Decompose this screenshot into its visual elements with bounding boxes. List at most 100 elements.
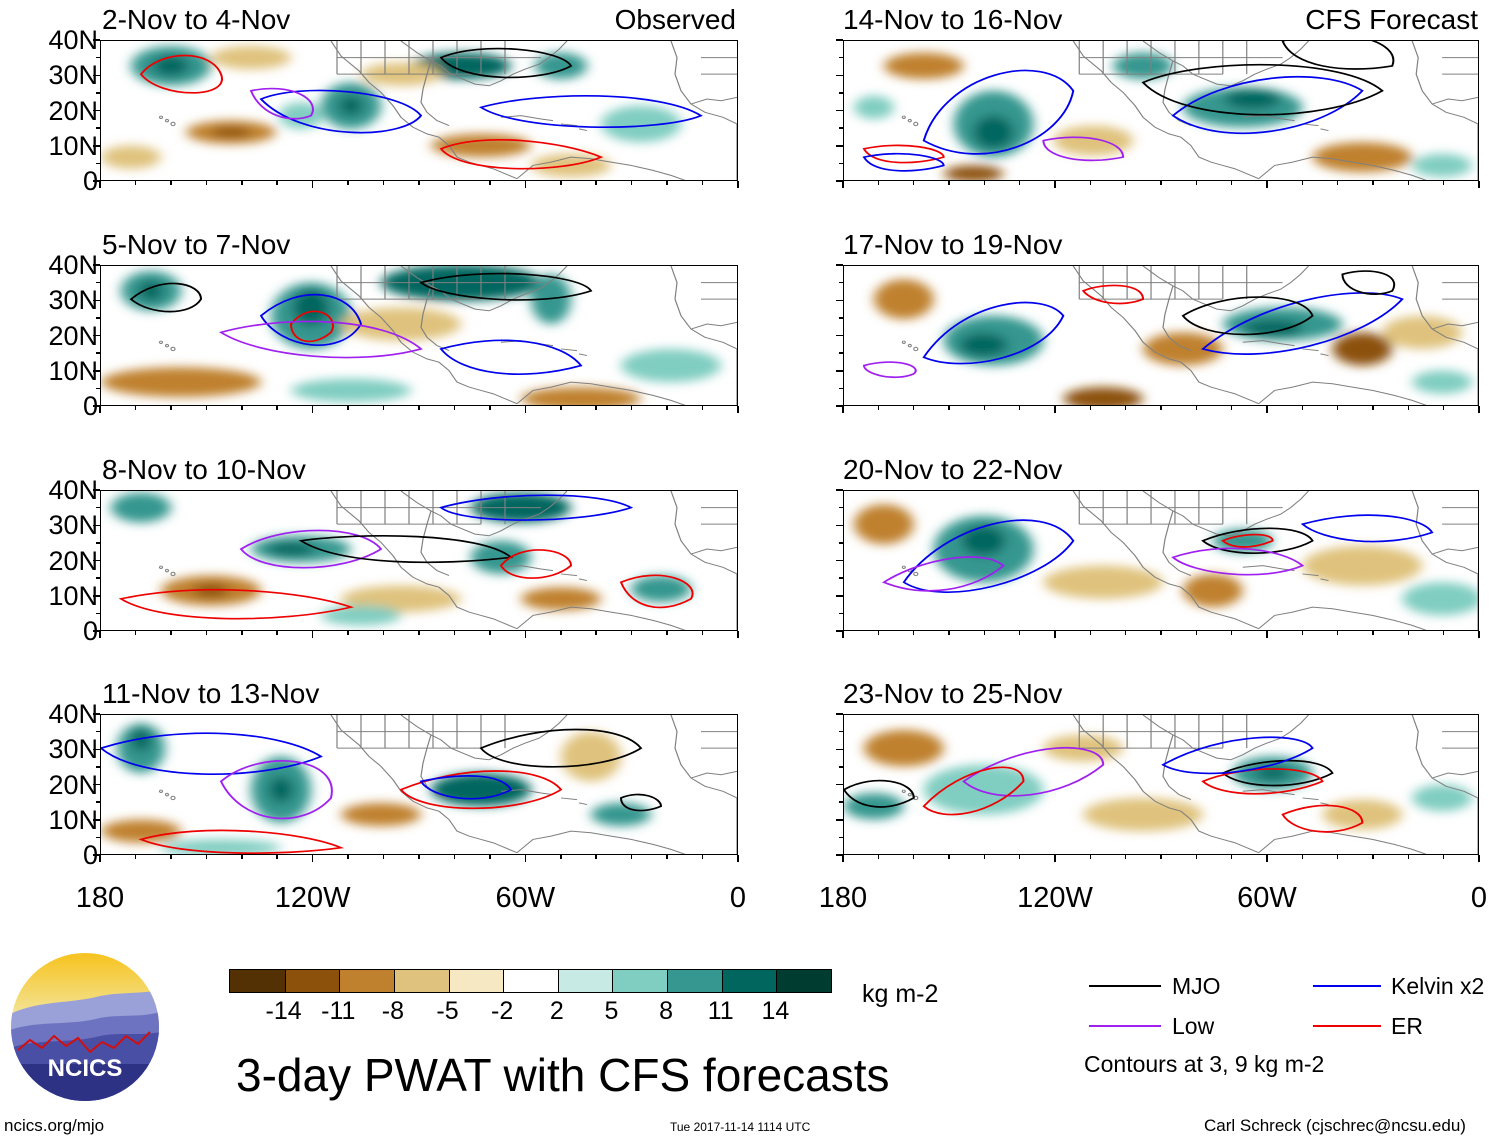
legend-label-kelvin: Kelvin x2 xyxy=(1391,973,1485,999)
lon-tick xyxy=(701,181,704,185)
colorbar-cell xyxy=(339,970,394,992)
lon-tick xyxy=(99,181,101,188)
colorbar-tick-label: -8 xyxy=(381,997,405,1025)
lat-tick xyxy=(839,56,843,59)
lat-tick xyxy=(96,766,100,768)
lat-tick xyxy=(93,334,100,337)
lat-tick xyxy=(96,317,100,319)
lon-tick xyxy=(241,406,243,410)
lat-label: 40N xyxy=(48,250,98,280)
lon-tick xyxy=(134,406,137,410)
lat-tick xyxy=(96,730,100,733)
lat-tick xyxy=(839,801,843,803)
colorbar-cell xyxy=(667,970,722,992)
map-panel-3 xyxy=(100,490,738,631)
lon-tick xyxy=(1442,631,1445,635)
lon-tick xyxy=(630,855,633,859)
lon-tick xyxy=(1230,406,1233,410)
lon-tick xyxy=(276,631,278,635)
lat-tick xyxy=(839,127,843,129)
panel-title-5: 14-Nov to 16-Nov xyxy=(843,4,1063,35)
lon-tick xyxy=(1230,181,1233,185)
lon-tick xyxy=(1195,855,1198,859)
lat-label: 0 xyxy=(82,840,98,870)
lon-tick xyxy=(842,855,844,862)
lat-label: 30N xyxy=(48,734,98,765)
lon-tick xyxy=(1195,406,1198,410)
lon-tick xyxy=(1124,855,1127,859)
lon-tick xyxy=(877,855,880,859)
lon-tick xyxy=(1478,181,1480,188)
lon-tick xyxy=(737,631,739,638)
lat-tick xyxy=(836,405,843,407)
colorbar-cell xyxy=(503,970,558,992)
lon-tick xyxy=(948,406,950,410)
lon-tick xyxy=(1301,181,1304,185)
lat-label: 0 xyxy=(82,166,98,196)
lon-tick xyxy=(1266,631,1268,638)
lon-tick xyxy=(99,406,101,413)
panel-title-2: 5-Nov to 7-Nov xyxy=(102,229,291,260)
lon-tick xyxy=(347,181,349,185)
panel-title-1: 2-Nov to 4-Nov xyxy=(102,4,291,35)
footer-site: ncics.org/mjo xyxy=(4,1116,105,1135)
lat-tick xyxy=(93,783,100,786)
lat-tick xyxy=(839,836,843,839)
lon-label: 180 xyxy=(818,882,868,914)
lon-tick xyxy=(276,181,278,185)
lon-tick xyxy=(382,855,385,859)
lat-tick xyxy=(96,56,100,59)
lat-tick xyxy=(839,92,843,94)
lon-tick xyxy=(418,855,420,859)
lat-tick xyxy=(836,783,843,786)
map-panel-2 xyxy=(100,265,738,406)
lat-tick xyxy=(836,559,843,562)
lon-tick xyxy=(912,181,915,185)
lat-tick xyxy=(93,489,100,491)
legend-line-low xyxy=(1089,1025,1161,1027)
lon-tick xyxy=(701,406,704,410)
lon-tick xyxy=(842,181,844,188)
lat-label: 30N xyxy=(48,510,98,541)
lon-tick xyxy=(170,855,172,859)
lat-tick xyxy=(93,145,100,147)
lon-tick xyxy=(983,181,986,185)
lon-tick xyxy=(524,406,527,413)
legend-line-er xyxy=(1313,1025,1381,1027)
lat-tick xyxy=(836,74,843,76)
lat-label: 10N xyxy=(48,130,98,161)
lon-tick xyxy=(418,631,420,635)
lon-tick xyxy=(948,631,950,635)
lon-tick xyxy=(595,181,597,185)
lat-tick xyxy=(96,506,100,509)
lat-tick xyxy=(93,748,100,750)
ncics-logo: NCICS xyxy=(10,952,160,1102)
lat-tick xyxy=(93,819,100,821)
lon-tick xyxy=(1301,631,1304,635)
panel-title-3: 8-Nov to 10-Nov xyxy=(102,454,306,485)
map-panel-5 xyxy=(843,40,1479,181)
lat-label: 20N xyxy=(48,545,98,576)
lon-tick xyxy=(1230,631,1233,635)
lon-tick xyxy=(1407,406,1410,410)
colorbar-cell xyxy=(612,970,668,992)
lon-tick xyxy=(1195,631,1198,635)
lon-tick xyxy=(170,181,172,185)
lat-tick xyxy=(836,489,843,491)
lon-tick xyxy=(1018,855,1021,859)
lon-tick xyxy=(983,631,986,635)
panel-title-7: 20-Nov to 22-Nov xyxy=(843,454,1063,485)
lat-tick xyxy=(93,180,100,182)
lat-tick xyxy=(93,595,100,597)
lon-tick xyxy=(382,181,385,185)
lon-tick xyxy=(311,181,314,188)
lat-tick xyxy=(96,577,100,579)
lon-tick xyxy=(737,406,739,413)
lon-tick xyxy=(99,855,101,862)
lon-tick xyxy=(948,855,950,859)
lon-tick xyxy=(134,631,137,635)
lat-label: 40N xyxy=(48,699,98,729)
colorbar-cell xyxy=(393,970,449,992)
colorbar-cell xyxy=(284,970,340,992)
lat-tick xyxy=(836,370,843,372)
